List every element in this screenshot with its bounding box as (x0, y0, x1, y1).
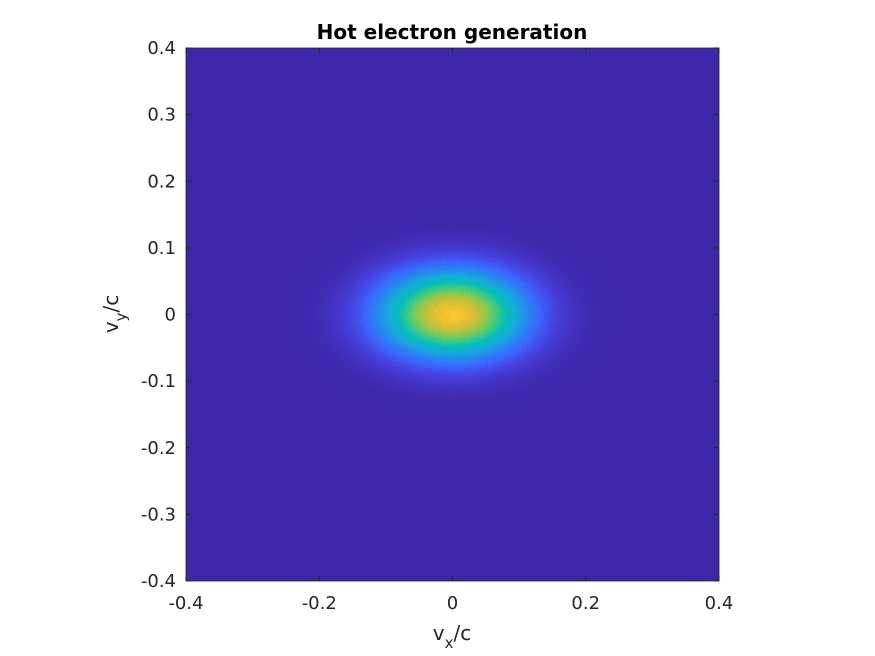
y-axis-label: vy/c (99, 295, 130, 333)
x-axis-label: vx/c (433, 621, 471, 652)
y-tick-label: 0 (165, 305, 176, 326)
x-axis-label-main: v (433, 621, 445, 645)
x-tick-label: -0.2 (302, 593, 337, 614)
x-tick-label: 0.2 (571, 593, 600, 614)
y-tick-label: 0.4 (147, 38, 176, 59)
x-axis-label-sub: x (445, 634, 454, 652)
y-axis-label-sub: y (112, 312, 130, 321)
y-ticks: 0.4 0.3 0.2 0.1 0 -0.1 -0.2 -0.3 -0.4 (141, 38, 719, 592)
y-tick-label: 0.2 (147, 171, 176, 192)
x-ticks: -0.4 -0.2 0 0.2 0.4 (168, 48, 733, 614)
y-tick-label: -0.3 (141, 504, 176, 525)
y-tick-label: -0.2 (141, 438, 176, 459)
y-axis-label-suffix: /c (99, 295, 123, 313)
chart-title: Hot electron generation (317, 20, 588, 44)
x-tick-label: 0.4 (705, 593, 734, 614)
y-tick-label: -0.1 (141, 371, 176, 392)
axes-frame (185, 47, 720, 582)
x-tick-label: -0.4 (168, 593, 203, 614)
heatmap-image (186, 48, 719, 581)
y-tick-label: 0.3 (147, 105, 176, 126)
y-tick-label: 0.1 (147, 238, 176, 259)
axes-box (185, 47, 720, 582)
x-tick-label: 0 (447, 593, 458, 614)
x-axis-label-suffix: /c (454, 621, 472, 645)
y-axis-label-main: v (99, 321, 123, 333)
y-tick-label: -0.4 (141, 571, 176, 592)
